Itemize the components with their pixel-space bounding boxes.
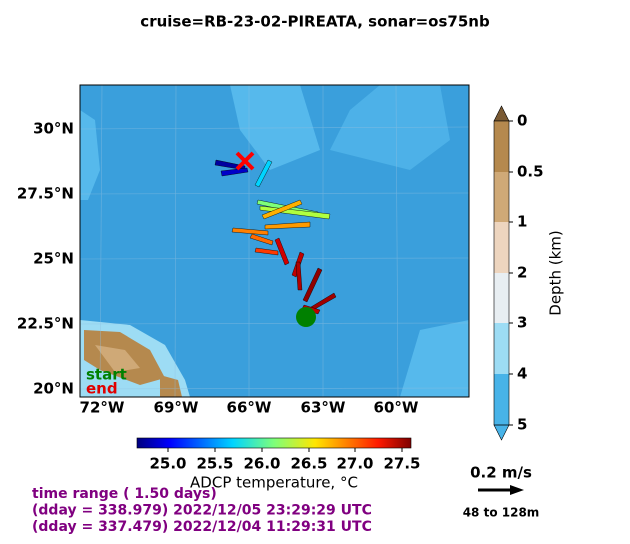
end-marker (235, 151, 255, 171)
scale-arrowhead (510, 485, 524, 495)
temp-ticks: 25.0 25.5 26.0 26.5 27.0 27.5 (149, 448, 421, 473)
temp-tick-label: 26.5 (290, 455, 327, 473)
temp-tick-label: 25.5 (196, 455, 233, 473)
depth-tick-label: 3 (517, 314, 527, 332)
depth-tick-label: 0 (517, 112, 527, 130)
temp-tick-label: 26.0 (243, 455, 280, 473)
lon-ticks: 72°W 69°W 66°W 63°W 60°W (80, 399, 419, 417)
lon-tick-label: 72°W (80, 399, 125, 417)
depth-tick-label: 2 (517, 264, 527, 282)
lat-tick-label: 20°N (33, 380, 74, 398)
temp-tick-label: 25.0 (149, 455, 186, 473)
scale-depth: 48 to 128m (463, 506, 540, 520)
lon-tick-label: 60°W (374, 399, 419, 417)
depth-label: Depth (km) (547, 230, 565, 315)
lon-tick-label: 63°W (301, 399, 346, 417)
lon-tick-label: 66°W (227, 399, 272, 417)
depth-colorbar (493, 105, 510, 441)
temp-tick-label: 27.5 (383, 455, 420, 473)
depth-tick-label: 4 (517, 365, 527, 383)
depth-tick-label: 1 (517, 213, 527, 231)
lat-ticks: 30°N 27.5°N 25°N 22.5°N 20°N (17, 120, 74, 398)
scale-speed: 0.2 m/s (470, 464, 532, 482)
time-line: (dday = 338.979) 2022/12/05 23:29:29 UTC (32, 503, 372, 519)
map-frame (79, 84, 470, 398)
temp-label: ADCP temperature, °C (190, 474, 358, 492)
time-line: time range ( 1.50 days) (32, 486, 217, 502)
lat-tick-label: 22.5°N (17, 315, 74, 333)
title: cruise=RB-23-02-PIREATA, sonar=os75nb (140, 13, 490, 31)
current-vectors (214, 159, 337, 315)
time-info: time range ( 1.50 days)(dday = 338.979) … (32, 486, 372, 535)
depth-tick-label: 5 (517, 416, 527, 434)
temp-colorbar (136, 437, 412, 449)
start-marker (296, 307, 316, 327)
lat-tick-label: 30°N (33, 120, 74, 138)
depth-ticks: 0 0.5 1 2 3 4 5 (509, 112, 544, 434)
lat-tick-label: 27.5°N (17, 185, 74, 203)
depth-tick-label: 0.5 (517, 163, 544, 181)
lat-tick-label: 25°N (33, 250, 74, 268)
time-line: (dday = 337.479) 2022/12/04 11:29:31 UTC (32, 519, 372, 535)
lon-tick-label: 69°W (154, 399, 199, 417)
start-label: start (86, 366, 127, 384)
temp-tick-label: 27.0 (336, 455, 373, 473)
map: start end (80, 85, 469, 398)
end-label: end (86, 380, 118, 398)
